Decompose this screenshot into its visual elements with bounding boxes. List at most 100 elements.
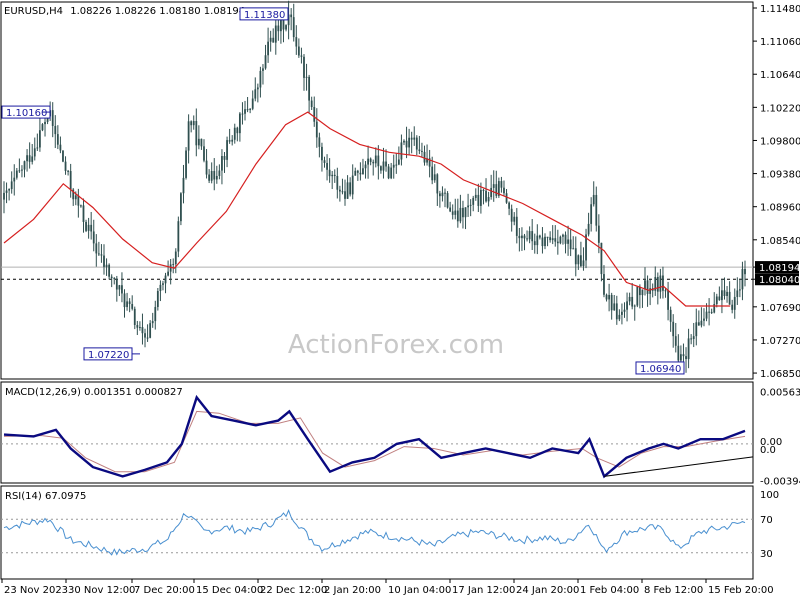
candle-body [233, 127, 236, 140]
candle-body [256, 87, 259, 90]
candle-body [18, 170, 21, 172]
candle-body [741, 268, 744, 290]
candle-body [662, 275, 664, 291]
macd-tick-label: 0.0 [760, 445, 776, 456]
candle-body [87, 224, 90, 231]
candle-body [300, 55, 303, 57]
price-annotation-label: 1.11380 [244, 10, 285, 21]
candle-body [708, 311, 711, 313]
price-tick-label: 1.08194 [759, 263, 800, 274]
macd-title: MACD(12,26,9) 0.001351 0.000827 [5, 387, 183, 398]
candle-body [85, 221, 87, 231]
x-tick-label: 15 Feb 20:00 [708, 585, 774, 596]
candle-body [13, 177, 16, 182]
candle-body [272, 37, 275, 43]
candle-body [187, 121, 190, 151]
candle-body [587, 223, 590, 235]
candle-body [210, 171, 213, 181]
rsi-tick-label: 100 [760, 490, 779, 501]
candle-body [69, 171, 72, 190]
candle-body [336, 176, 339, 190]
candle-body [467, 205, 469, 208]
candle-body [554, 238, 557, 242]
candle-body [659, 275, 662, 292]
price-badge [755, 273, 799, 286]
x-tick-label: 30 Nov 12:00 [68, 585, 135, 596]
price-tick-label: 1.10640 [760, 70, 800, 81]
candle-body [318, 137, 321, 147]
price-tick-label: 1.11480 [760, 4, 800, 15]
candle-body [726, 291, 728, 297]
candle-body [585, 234, 587, 261]
candle-body [544, 236, 546, 247]
candle-body [15, 170, 18, 178]
candle-body [497, 181, 500, 196]
candle-body [344, 191, 346, 199]
candle-body [533, 241, 536, 246]
candle-body [277, 25, 280, 32]
candle-body [149, 323, 152, 338]
candle-body [664, 290, 667, 292]
candle-body [567, 239, 569, 244]
price-tick-label: 1.08040 [759, 275, 800, 286]
candle-body [395, 164, 398, 166]
candle-body [482, 189, 485, 191]
candle-body [164, 275, 167, 284]
candle-body [182, 177, 185, 194]
candle-body [392, 164, 395, 168]
candle-body [205, 160, 208, 175]
candle-body [700, 320, 703, 326]
candle-body [228, 140, 231, 142]
rsi-title: RSI(14) 67.0975 [5, 491, 86, 502]
candle-body [656, 276, 659, 292]
candle-body [474, 194, 477, 198]
candle-body [310, 100, 313, 108]
rsi-panel [0, 485, 754, 580]
candle-body [715, 296, 718, 305]
candle-body [385, 161, 387, 167]
rsi-tick-label: 70 [760, 515, 773, 526]
candle-body [687, 338, 690, 360]
candle-body [580, 255, 582, 267]
candle-body [90, 224, 93, 232]
candle-body [641, 289, 644, 296]
candle-body [156, 291, 159, 307]
candle-body [64, 161, 67, 171]
candle-body [387, 166, 390, 179]
candle-body [59, 144, 62, 151]
price-annotation-label: 1.07220 [88, 350, 129, 361]
candle-body [74, 195, 77, 200]
candle-body [631, 296, 634, 307]
candle-body [36, 147, 39, 149]
candle-body [62, 150, 64, 162]
candle-body [505, 193, 508, 203]
candle-body [128, 301, 131, 305]
candle-body [667, 290, 669, 310]
candle-body [333, 174, 336, 177]
x-tick-label: 17 Jan 12:00 [452, 585, 515, 596]
candle-body [238, 113, 241, 134]
candle-body [382, 161, 385, 171]
candle-body [215, 175, 218, 180]
candle-body [46, 116, 49, 122]
candle-body [454, 210, 457, 215]
candle-body [677, 345, 680, 361]
candle-body [597, 225, 600, 243]
rsi-line [3, 509, 746, 556]
candle-body [103, 255, 105, 267]
macd-signal-line [3, 410, 746, 473]
candle-body [531, 231, 534, 242]
candle-body [92, 231, 95, 244]
candle-body [692, 336, 695, 340]
price-tick-label: 1.09800 [760, 136, 800, 147]
candle-body [397, 159, 400, 165]
x-tick-label: 22 Dec 12:00 [260, 585, 327, 596]
candle-body [144, 333, 146, 338]
macd-main-line [3, 394, 746, 479]
chart-header: EURUSD,H4 1.08226 1.08226 1.08180 1.0819… [4, 6, 245, 17]
candle-body [621, 311, 623, 315]
candle-body [636, 286, 639, 306]
candle-body [10, 181, 13, 190]
candle-body [221, 156, 223, 171]
candle-body [695, 322, 698, 337]
